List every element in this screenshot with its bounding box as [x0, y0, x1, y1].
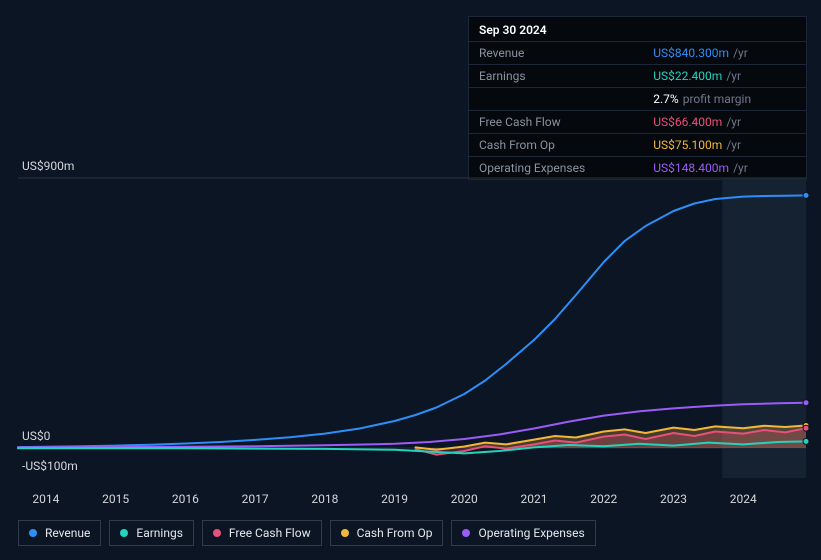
legend-swatch-icon	[29, 529, 37, 537]
series-end-marker-fcf	[803, 425, 809, 431]
series-end-marker-opex	[803, 400, 809, 406]
legend-label: Free Cash Flow	[229, 526, 311, 540]
x-axis-label: 2015	[102, 492, 129, 506]
legend-item[interactable]: Operating Expenses	[451, 520, 595, 546]
x-axis-label: 2018	[311, 492, 338, 506]
legend-swatch-icon	[462, 529, 470, 537]
x-axis-label: 2022	[590, 492, 617, 506]
chart-legend: Revenue Earnings Free Cash Flow Cash From O…	[18, 520, 596, 546]
legend-swatch-icon	[213, 529, 221, 537]
x-axis-label: 2024	[730, 492, 757, 506]
legend-item[interactable]: Revenue	[18, 520, 101, 546]
series-line-revenue	[18, 195, 806, 447]
legend-label: Cash From Op	[357, 526, 433, 540]
x-axis-label: 2023	[660, 492, 687, 506]
x-axis-label: 2016	[172, 492, 199, 506]
x-axis-label: 2019	[381, 492, 408, 506]
legend-item[interactable]: Free Cash Flow	[202, 520, 322, 546]
legend-label: Operating Expenses	[478, 526, 584, 540]
legend-label: Revenue	[45, 526, 90, 540]
legend-swatch-icon	[120, 529, 128, 537]
series-end-marker-earnings	[803, 438, 809, 444]
legend-item[interactable]: Cash From Op	[330, 520, 444, 546]
y-axis-label: US$0	[22, 429, 50, 443]
legend-label: Earnings	[136, 526, 183, 540]
legend-swatch-icon	[341, 529, 349, 537]
x-axis-label: 2020	[451, 492, 478, 506]
financials-area-chart	[0, 0, 821, 560]
series-end-marker-revenue	[803, 192, 809, 198]
y-axis-label: US$900m	[22, 159, 74, 173]
x-axis-label: 2017	[242, 492, 269, 506]
y-axis-label: -US$100m	[22, 459, 78, 473]
x-axis-label: 2021	[521, 492, 548, 506]
legend-item[interactable]: Earnings	[109, 520, 194, 546]
x-axis-label: 2014	[32, 492, 59, 506]
